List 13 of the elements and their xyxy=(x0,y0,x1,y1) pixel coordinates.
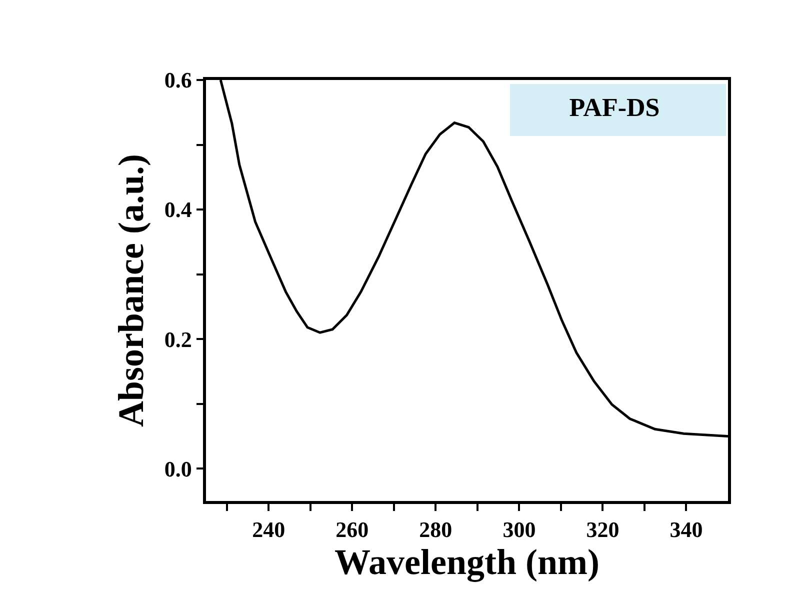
x-tick-label: 340 xyxy=(670,517,703,542)
x-tick-label: 320 xyxy=(586,517,620,542)
x-tick-label: 240 xyxy=(252,517,286,542)
y-tick-label: 0.4 xyxy=(164,197,192,222)
y-axis-title: Absorbance (a.u.) xyxy=(111,154,152,428)
annotation: PAF-DS xyxy=(569,93,660,122)
x-axis-title: Wavelength (nm) xyxy=(334,542,600,582)
y-tick-label: 0.0 xyxy=(164,456,192,482)
y-tick-label: 0.2 xyxy=(164,326,192,352)
x-tick-label: 280 xyxy=(419,517,452,542)
x-tick-label: 300 xyxy=(502,517,536,542)
x-tick-label: 260 xyxy=(336,517,369,542)
y-tick-label: 0.6 xyxy=(164,68,192,93)
